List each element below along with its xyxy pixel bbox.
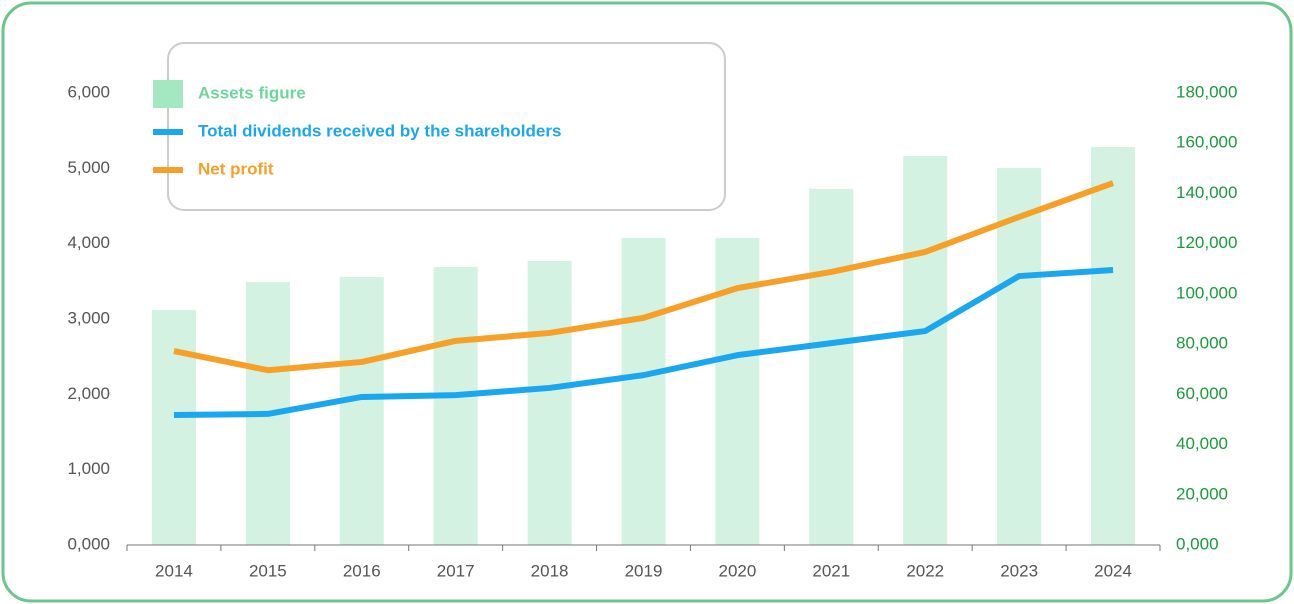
x-tick-label: 2018 [531,561,569,580]
y2-tick-label: 60,000 [1176,384,1228,403]
y-tick-label: 0,000 [67,534,110,553]
bar [151,309,196,545]
x-tick-label: 2015 [249,561,287,580]
y2-tick-label: 20,000 [1176,484,1228,503]
x-tick-label: 2022 [906,561,944,580]
y2-tick-label: 40,000 [1176,434,1228,453]
legend-label: Total dividends received by the sharehol… [198,121,561,140]
legend-label: Net profit [198,159,274,178]
y2-tick-label: 140,000 [1176,183,1237,202]
y2-tick-label: 160,000 [1176,133,1237,152]
bar [997,168,1042,546]
y2-tick-label: 0,000 [1176,534,1219,553]
x-tick-label: 2017 [437,561,475,580]
legend-swatch [153,80,183,108]
bar [1091,146,1136,545]
x-tick-label: 2020 [718,561,756,580]
y2-tick-label: 120,000 [1176,233,1237,252]
y2-tick-label: 180,000 [1176,82,1237,101]
bar [621,237,666,545]
x-tick-label: 2023 [1000,561,1038,580]
legend-box [167,42,726,211]
line [173,180,1115,374]
x-tick-label: 2024 [1094,561,1132,580]
line [173,267,1114,419]
bar [527,260,572,545]
x-tick-label: 2016 [343,561,381,580]
legend-label: Assets figure [198,83,306,102]
y-tick-label: 2,000 [67,384,110,403]
y-tick-label: 1,000 [67,459,110,478]
bar [809,188,854,545]
x-tick-label: 2019 [625,561,663,580]
y-tick-label: 5,000 [67,158,110,177]
y-tick-label: 6,000 [67,82,110,101]
y2-tick-label: 80,000 [1176,334,1228,353]
bar [339,277,384,545]
x-tick-label: 2021 [812,561,850,580]
y-tick-label: 3,000 [67,308,110,327]
y2-tick-label: 100,000 [1176,283,1237,302]
x-tick-label: 2014 [155,561,193,580]
bar [433,267,478,545]
bar [903,156,948,546]
y-tick-label: 4,000 [67,233,110,252]
